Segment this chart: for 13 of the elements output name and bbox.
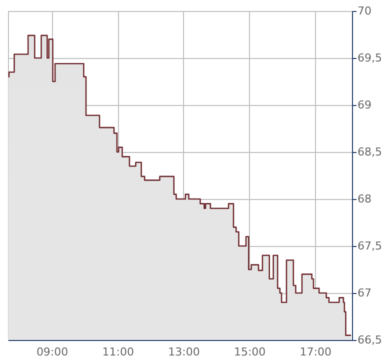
y-tick-label: 70 [358,4,372,18]
x-tick-label: 11:00 [102,346,134,358]
y-tick-label: 67 [358,286,372,300]
x-tick-label: 17:00 [300,346,332,358]
x-tick-label: 09:00 [36,346,68,358]
y-tick-label: 69,5 [358,52,382,64]
y-tick-label: 69 [358,98,372,112]
y-tick-label: 66,5 [358,334,382,346]
y-tick-label: 68,5 [358,146,382,158]
x-tick-label: 15:00 [234,346,266,358]
y-tick-label: 67,5 [358,240,382,252]
x-tick-label: 13:00 [168,346,200,358]
y-tick-label: 68 [358,192,372,206]
